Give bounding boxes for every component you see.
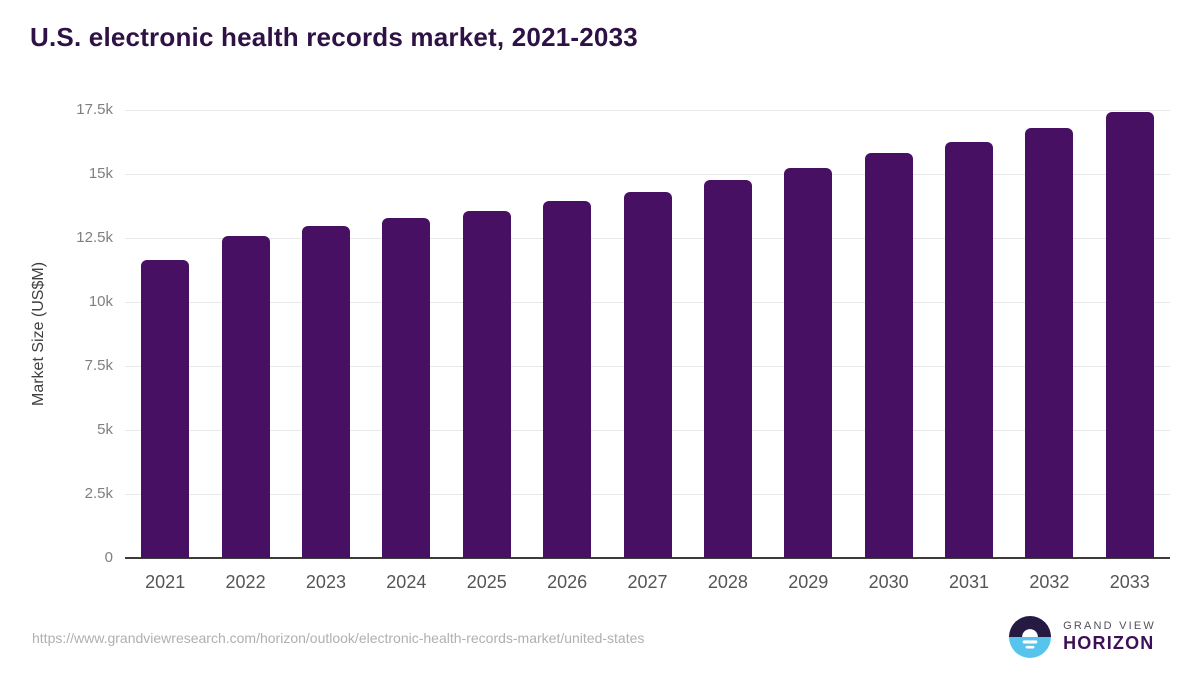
bar-2029[interactable] (784, 168, 833, 558)
bar-2022[interactable] (221, 236, 270, 558)
x-tick-label-2024: 2024 (386, 572, 427, 592)
page-title: U.S. electronic health records market, 2… (30, 22, 638, 52)
x-tick-label-2021: 2021 (145, 572, 186, 592)
bar-2028[interactable] (703, 180, 752, 558)
x-tick-label-2028: 2028 (707, 572, 748, 592)
x-tick-label-2025: 2025 (466, 572, 507, 592)
logo-brand-name: GRAND VIEW (1063, 620, 1156, 632)
y-tick-label-10k: 10k (88, 293, 113, 310)
y-tick-label-5k: 5k (97, 421, 113, 438)
chart-plot-area: 0 2.5k 5k 7.5k 10k 12.5k 15k 17.5k 2021 2022 2023 2… (76, 102, 1170, 592)
y-tick-label-15k: 15k (88, 165, 113, 182)
x-tick-label-2027: 2027 (627, 572, 668, 592)
bar-2030[interactable] (864, 153, 913, 558)
logo-text: GRAND VIEW HORIZON (1063, 620, 1156, 654)
bar-2026[interactable] (543, 201, 592, 558)
x-tick-label-2033: 2033 (1109, 572, 1150, 592)
x-tick-label-2031: 2031 (949, 572, 990, 592)
y-tick-label-12.5k: 12.5k (76, 229, 113, 246)
gridline-15k (125, 174, 1170, 175)
gridline-17.5k (125, 110, 1170, 111)
bar-2027[interactable] (623, 191, 672, 558)
x-tick-label-2032: 2032 (1029, 572, 1070, 592)
x-axis-line (125, 557, 1170, 559)
logo-product-name: HORIZON (1063, 633, 1155, 653)
bar-2032[interactable] (1025, 127, 1074, 558)
x-tick-label-2030: 2030 (868, 572, 909, 592)
x-tick-label-2023: 2023 (305, 572, 346, 592)
bar-2033[interactable] (1105, 111, 1154, 558)
horizon-sun-icon (1009, 616, 1052, 658)
grandview-horizon-logo: GRAND VIEW HORIZON (1009, 616, 1156, 658)
bar-2025[interactable] (462, 210, 511, 558)
y-tick-label-2.5k: 2.5k (84, 485, 113, 502)
y-tick-label-7.5k: 7.5k (84, 357, 113, 374)
bar-2023[interactable] (301, 226, 350, 558)
x-tick-label-2022: 2022 (225, 572, 266, 592)
source-url: https://www.grandviewresearch.com/horizo… (32, 630, 645, 646)
y-tick-label-17.5k: 17.5k (76, 101, 113, 118)
x-tick-label-2029: 2029 (788, 572, 829, 592)
y-axis-title: Market Size (US$M) (30, 261, 47, 407)
bar-2021[interactable] (141, 259, 190, 558)
x-tick-label-2026: 2026 (547, 572, 588, 592)
bar-2031[interactable] (945, 141, 994, 558)
y-tick-label-0: 0 (104, 549, 113, 566)
bar-2024[interactable] (382, 218, 431, 558)
